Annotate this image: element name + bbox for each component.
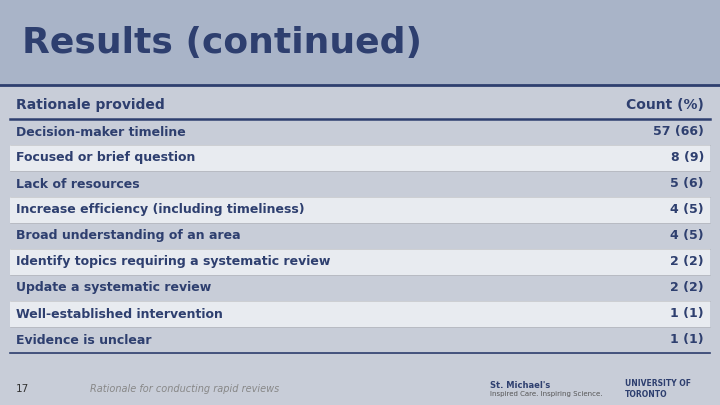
- Bar: [0, 85, 720, 405]
- Text: UNIVERSITY OF
TORONTO: UNIVERSITY OF TORONTO: [625, 379, 691, 399]
- Text: St. Michael's: St. Michael's: [490, 382, 550, 390]
- Text: Count (%): Count (%): [626, 98, 704, 112]
- Text: Broad understanding of an area: Broad understanding of an area: [16, 230, 240, 243]
- Bar: [10, 275, 710, 301]
- Bar: [10, 327, 710, 353]
- Text: Increase efficiency (including timeliness): Increase efficiency (including timelines…: [16, 203, 305, 217]
- Bar: [10, 223, 710, 249]
- Text: Rationale for conducting rapid reviews: Rationale for conducting rapid reviews: [90, 384, 279, 394]
- Text: 1 (1): 1 (1): [670, 333, 704, 347]
- Bar: [10, 119, 710, 145]
- Text: 8 (9): 8 (9): [670, 151, 704, 164]
- Text: 1 (1): 1 (1): [670, 307, 704, 320]
- Bar: [10, 197, 710, 223]
- Text: 2 (2): 2 (2): [670, 281, 704, 294]
- Text: Rationale provided: Rationale provided: [16, 98, 165, 112]
- Text: Decision-maker timeline: Decision-maker timeline: [16, 126, 186, 139]
- Text: Lack of resources: Lack of resources: [16, 177, 140, 190]
- Text: 4 (5): 4 (5): [670, 203, 704, 217]
- Bar: [10, 145, 710, 171]
- Bar: [10, 171, 710, 197]
- Text: Inspired Care. Inspiring Science.: Inspired Care. Inspiring Science.: [490, 391, 603, 397]
- Bar: [10, 301, 710, 327]
- Text: 57 (66): 57 (66): [653, 126, 704, 139]
- Bar: [10, 91, 710, 119]
- Text: 2 (2): 2 (2): [670, 256, 704, 269]
- Text: Well-established intervention: Well-established intervention: [16, 307, 223, 320]
- Text: Identify topics requiring a systematic review: Identify topics requiring a systematic r…: [16, 256, 330, 269]
- Text: Results (continued): Results (continued): [22, 26, 422, 60]
- Text: Focused or brief question: Focused or brief question: [16, 151, 195, 164]
- Text: 5 (6): 5 (6): [670, 177, 704, 190]
- Bar: [10, 249, 710, 275]
- Text: 4 (5): 4 (5): [670, 230, 704, 243]
- Text: 17: 17: [16, 384, 30, 394]
- Text: Update a systematic review: Update a systematic review: [16, 281, 211, 294]
- Text: Evidence is unclear: Evidence is unclear: [16, 333, 151, 347]
- Bar: [0, 0, 720, 85]
